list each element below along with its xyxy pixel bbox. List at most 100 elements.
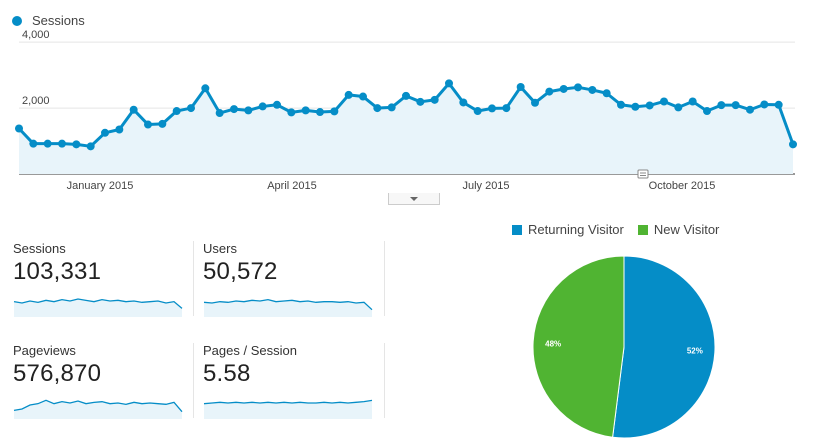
sessions-data-point[interactable]	[674, 103, 683, 112]
sessions-data-point[interactable]	[187, 104, 195, 113]
sessions-data-point[interactable]	[129, 105, 138, 114]
sessions-data-point[interactable]	[631, 102, 640, 111]
pie-slice-label: 52%	[687, 346, 703, 355]
sessions-data-point[interactable]	[172, 107, 181, 116]
sparkline-area	[14, 400, 182, 419]
new-visitor-swatch	[637, 224, 648, 235]
sessions-data-point[interactable]	[29, 139, 38, 148]
sessions-data-point[interactable]	[430, 95, 439, 104]
sessions-data-point[interactable]	[717, 101, 726, 110]
sessions-data-point[interactable]	[158, 119, 167, 128]
sessions-data-point[interactable]	[373, 104, 382, 113]
metric-label: Users	[203, 241, 237, 256]
metric-sessions[interactable]: Sessions 103,331	[13, 241, 183, 317]
metric-label: Pages / Session	[203, 343, 297, 358]
sessions-data-point[interactable]	[301, 106, 310, 115]
sessions-line-chart: 2,000 4,000 January 2015 April 2015 July 20…	[15, 29, 797, 192]
sessions-data-point[interactable]	[58, 139, 66, 148]
sessions-data-point[interactable]	[660, 97, 668, 106]
sessions-data-point[interactable]	[273, 100, 281, 109]
sessions-data-point[interactable]	[703, 107, 711, 116]
users-sparkline	[203, 299, 373, 317]
sessions-data-point[interactable]	[316, 108, 324, 117]
metric-divider	[384, 241, 385, 316]
annotation-marker-icon[interactable]	[637, 169, 649, 179]
sessions-data-point[interactable]	[258, 102, 267, 111]
metric-divider	[384, 343, 385, 418]
sessions-data-point[interactable]	[746, 105, 754, 114]
chevron-down-icon	[410, 196, 418, 201]
sessions-data-point[interactable]	[502, 104, 511, 113]
pageviews-sparkline	[13, 399, 183, 419]
metric-divider	[193, 343, 194, 418]
sparkline-area	[204, 299, 372, 317]
pages-per-session-sparkline	[203, 399, 373, 419]
legend-label: New Visitor	[653, 222, 720, 237]
chart-legend[interactable]: Sessions	[12, 13, 85, 28]
sessions-data-point[interactable]	[688, 97, 697, 106]
sessions-data-point[interactable]	[416, 97, 425, 106]
metric-label: Sessions	[13, 241, 66, 256]
returning-visitor-swatch	[512, 224, 522, 235]
sessions-data-point[interactable]	[789, 140, 797, 149]
sessions-data-point[interactable]	[244, 106, 253, 115]
sessions-legend-dot	[12, 15, 22, 26]
sessions-data-point[interactable]	[531, 98, 539, 107]
sparkline-area	[204, 400, 372, 419]
sessions-data-point[interactable]	[545, 87, 554, 96]
sessions-data-point[interactable]	[473, 107, 482, 116]
sessions-data-point[interactable]	[115, 125, 124, 134]
sessions-data-point[interactable]	[144, 120, 152, 129]
sessions-data-point[interactable]	[101, 128, 109, 137]
metric-label: Pageviews	[13, 343, 76, 358]
visitor-type-pie-chart: 52% 48%	[532, 255, 716, 439]
sessions-data-point[interactable]	[402, 91, 410, 100]
metric-pageviews[interactable]: Pageviews 576,870	[13, 343, 183, 419]
y-tick-label: 2,000	[22, 95, 50, 107]
metric-pages-per-session[interactable]: Pages / Session 5.58	[203, 343, 373, 419]
sessions-data-point[interactable]	[72, 140, 81, 149]
sessions-data-point[interactable]	[731, 101, 740, 110]
sessions-data-point[interactable]	[387, 103, 396, 112]
sparkline-line	[203, 399, 373, 405]
sessions-legend-label: Sessions	[32, 13, 85, 28]
sessions-data-point[interactable]	[287, 108, 296, 117]
sessions-data-point[interactable]	[488, 104, 496, 113]
sessions-area	[19, 83, 793, 174]
sessions-data-point[interactable]	[445, 79, 453, 88]
metric-divider	[193, 241, 194, 316]
sessions-data-point[interactable]	[359, 92, 367, 101]
sessions-data-point[interactable]	[588, 85, 597, 94]
sessions-data-point[interactable]	[43, 139, 52, 148]
sessions-data-point[interactable]	[602, 89, 611, 98]
sessions-data-point[interactable]	[86, 142, 95, 151]
legend-item-new-visitor[interactable]: New Visitor	[637, 222, 720, 237]
sessions-data-point[interactable]	[774, 100, 783, 109]
metric-users[interactable]: Users 50,572	[203, 241, 373, 317]
sessions-sparkline	[13, 298, 183, 317]
sessions-data-point[interactable]	[559, 84, 568, 93]
sessions-data-point[interactable]	[645, 101, 654, 110]
sessions-data-point[interactable]	[617, 100, 625, 109]
chart-collapse-toggle[interactable]	[388, 193, 440, 205]
pie-slice-new-visitor[interactable]	[532, 255, 625, 438]
pie-slice-label: 48%	[545, 340, 561, 349]
metric-value: 5.58	[203, 360, 251, 387]
sessions-data-point[interactable]	[15, 124, 23, 133]
y-tick-label: 4,000	[22, 29, 50, 41]
x-tick-label: January 2015	[67, 180, 134, 192]
sparkline-line	[13, 399, 183, 413]
x-tick-label: October 2015	[649, 180, 716, 192]
sessions-data-point[interactable]	[574, 83, 582, 92]
sessions-data-point[interactable]	[344, 90, 353, 99]
legend-item-returning-visitor[interactable]: Returning Visitor	[512, 222, 624, 237]
sessions-data-point[interactable]	[330, 107, 339, 116]
sessions-data-point[interactable]	[201, 84, 210, 93]
sessions-data-point[interactable]	[516, 82, 525, 91]
sessions-data-point[interactable]	[215, 109, 224, 118]
sessions-data-point[interactable]	[230, 105, 238, 114]
pie-slice-returning-visitor[interactable]	[612, 255, 716, 439]
sessions-data-point[interactable]	[760, 100, 769, 109]
legend-label: Returning Visitor	[528, 222, 624, 237]
sessions-data-point[interactable]	[459, 98, 468, 107]
